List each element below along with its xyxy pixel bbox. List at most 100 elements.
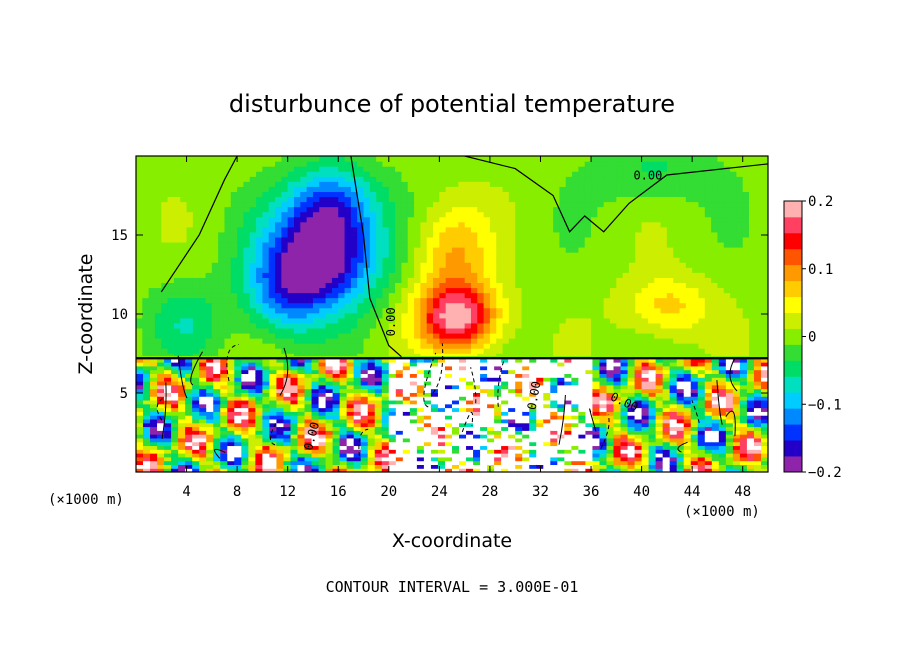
field-cell — [136, 426, 144, 431]
field-cell — [167, 166, 175, 172]
field-cell — [388, 343, 396, 349]
field-cell — [369, 247, 377, 253]
field-cell — [376, 211, 384, 218]
field-cell — [610, 277, 617, 283]
field-cell — [275, 272, 282, 278]
field-cell — [736, 241, 744, 248]
field-cell — [666, 176, 674, 182]
field-cell — [173, 312, 181, 319]
field-cell — [300, 231, 308, 238]
field-cell — [704, 343, 712, 349]
field-cell — [262, 377, 271, 382]
field-cell — [294, 241, 301, 248]
field-cell — [749, 181, 756, 187]
field-cell — [237, 257, 245, 263]
field-cell — [290, 407, 299, 412]
field-cell — [269, 388, 278, 393]
field-cell — [218, 221, 226, 228]
field-cell — [610, 252, 617, 258]
field-cell — [553, 312, 561, 319]
field-cell — [654, 262, 662, 268]
field-cell — [331, 307, 339, 314]
field-cell — [622, 267, 630, 273]
field-cell — [269, 460, 278, 466]
field-cell — [666, 282, 674, 289]
field-cell — [338, 196, 346, 203]
field-cell — [610, 231, 617, 238]
field-cell — [167, 317, 175, 324]
field-cell — [255, 422, 263, 428]
field-cell — [673, 211, 681, 218]
field-cell — [483, 327, 491, 334]
field-cell — [610, 226, 617, 233]
field-cell — [224, 257, 232, 263]
field-cell — [565, 322, 573, 329]
field-cell — [276, 464, 285, 469]
field-cell — [401, 171, 409, 177]
field-cell — [325, 191, 333, 198]
field-cell — [635, 191, 643, 198]
field-cell — [540, 322, 548, 329]
field-cell — [654, 282, 662, 289]
field-cell — [243, 211, 251, 218]
field-cell — [325, 186, 333, 192]
field-cell — [199, 216, 207, 223]
field-cell — [136, 411, 144, 416]
field-cell — [730, 317, 737, 324]
field-cell — [283, 430, 292, 435]
field-cell — [489, 181, 497, 187]
field-cell — [161, 231, 169, 238]
field-cell — [360, 388, 369, 393]
field-cell — [452, 176, 459, 182]
field-cell — [635, 343, 643, 349]
field-cell — [276, 415, 285, 420]
field-cell — [178, 441, 186, 447]
field-cell — [502, 262, 510, 268]
field-cell — [157, 388, 165, 393]
field-cell — [148, 247, 156, 253]
field-cell — [143, 441, 151, 447]
field-cell — [641, 166, 649, 172]
field-cell — [502, 348, 510, 354]
field-cell — [622, 332, 630, 339]
field-cell — [318, 456, 327, 462]
field-cell — [730, 221, 737, 228]
field-cell — [248, 380, 256, 386]
field-cell — [325, 226, 333, 233]
field-cell — [736, 327, 744, 334]
field-cell — [591, 307, 598, 314]
field-cell — [283, 445, 292, 450]
field-cell — [186, 302, 194, 309]
field-cell — [339, 430, 348, 435]
field-cell — [388, 312, 396, 319]
field-cell — [312, 241, 320, 248]
field-cell — [749, 292, 756, 299]
field-cell — [376, 348, 384, 354]
field-cell — [262, 196, 270, 203]
field-cell — [654, 332, 662, 339]
field-cell — [297, 468, 306, 472]
field-cell — [477, 287, 485, 294]
field-cell — [723, 282, 731, 289]
field-cell — [666, 181, 674, 187]
field-cell — [546, 206, 554, 213]
field-cell — [692, 231, 700, 238]
field-cell — [515, 201, 523, 208]
field-cell — [319, 176, 327, 182]
field-cell — [283, 407, 292, 412]
field-cell — [262, 231, 270, 238]
field-cell — [148, 348, 156, 354]
field-cell — [515, 236, 523, 243]
field-cell — [269, 403, 278, 409]
field-cell — [237, 176, 245, 182]
field-cell — [433, 327, 440, 334]
field-cell — [357, 277, 365, 283]
field-cell — [685, 236, 693, 243]
field-cell — [180, 206, 188, 213]
field-cell — [647, 201, 655, 208]
field-cell — [173, 236, 181, 243]
field-cell — [157, 415, 165, 420]
field-cell — [311, 415, 320, 420]
field-cell — [369, 191, 377, 198]
field-cell — [332, 426, 341, 431]
